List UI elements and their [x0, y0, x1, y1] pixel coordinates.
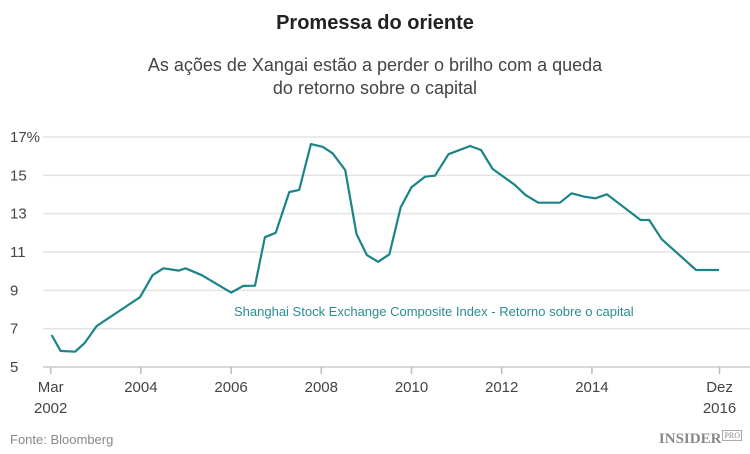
insider-pro-logo: INSIDER PRO: [658, 430, 742, 447]
x-tick-label: Mar: [38, 379, 64, 396]
series-label: Shanghai Stock Exchange Composite Index …: [234, 304, 634, 319]
x-tick-label-year: 2016: [703, 400, 736, 417]
subtitle-line-1: As ações de Xangai estão a perder o bril…: [147, 55, 603, 75]
y-tick-label: 7: [10, 321, 18, 338]
x-tick-label: Dez: [706, 379, 733, 396]
source-note: Fonte: Bloomberg: [10, 432, 114, 447]
x-tick-label: 2006: [214, 379, 247, 396]
x-tick-label: 2014: [575, 379, 608, 396]
x-tick-label: 2004: [124, 379, 157, 396]
y-tick-label: 15: [10, 167, 27, 184]
x-tick-label: 2010: [395, 379, 428, 396]
chart-title: Promessa do oriente: [276, 12, 474, 34]
x-tick-label: 2012: [485, 379, 518, 396]
y-tick-label: 11: [10, 244, 26, 261]
x-tick-label-year: 2002: [34, 400, 67, 417]
y-tick-label: 13: [10, 206, 27, 223]
series-line: [50, 143, 720, 353]
y-tick-label: 9: [10, 282, 18, 299]
x-tick-label: 2008: [305, 379, 338, 396]
y-tick-label: 17%: [10, 129, 40, 146]
chart-subtitle: As ações de Xangai estão a perder o bril…: [0, 54, 750, 100]
subtitle-line-2: do retorno sobre o capital: [272, 78, 478, 98]
y-tick-label: 5: [10, 359, 18, 376]
